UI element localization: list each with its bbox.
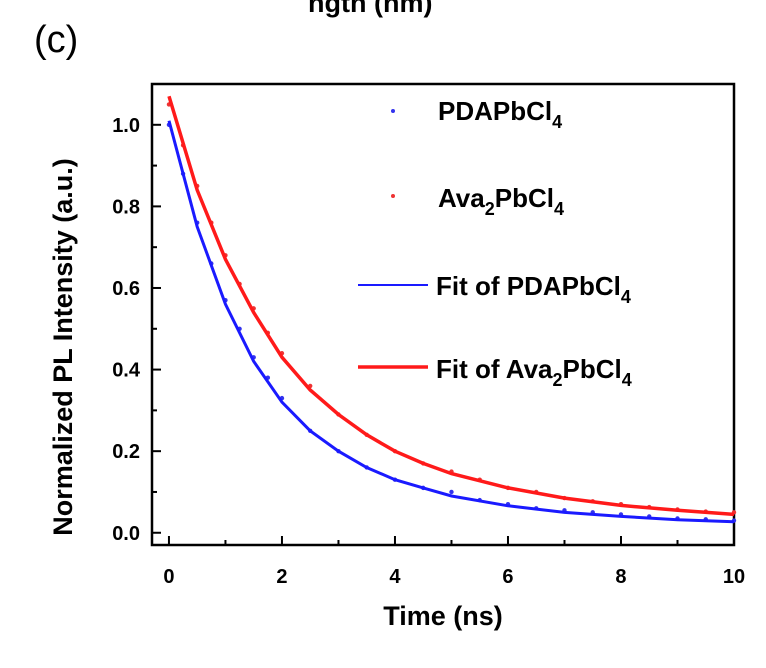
fit-layer (167, 95, 735, 524)
plot-area: 0 2 4 6 8 10 0.0 0.2 0.4 0.6 0.8 1.0 (112, 82, 745, 588)
x-tick-label: 10 (723, 566, 745, 588)
legend-label-ava2pbcl4-base: Ava (438, 183, 485, 213)
legend-label-pdapbcl4: PDAPbCl4 (438, 96, 562, 132)
x-tick-label: 6 (502, 566, 513, 588)
data-point (449, 489, 454, 495)
y-tick-label: 0.6 (112, 278, 140, 300)
legend-label-fit-ava2pbcl4-base: Fit of Ava (436, 354, 553, 384)
panel-label: (c) (34, 19, 78, 61)
x-axis-ticks: 0 2 4 6 8 10 (163, 536, 745, 588)
legend-label-fit-pdapbcl4-sub: 4 (621, 287, 631, 307)
legend-label-fit-ava2pbcl4-sub2: 4 (622, 370, 632, 390)
legend-label-fit-pdapbcl4: Fit of PDAPbCl4 (436, 271, 631, 307)
fit-line-1 (167, 95, 735, 517)
legend-label-fit-ava2pbcl4-sub1: 2 (553, 370, 563, 390)
legend-item-fit-ava2pbcl4: Fit of Ava2PbCl4 (358, 354, 632, 390)
x-tick-label: 0 (163, 566, 174, 588)
legend-label-fit-ava2pbcl4: Fit of Ava2PbCl4 (436, 354, 632, 390)
legend-marker-pdapbcl4 (391, 109, 395, 113)
x-tick-label: 2 (276, 566, 287, 588)
legend-label-fit-ava2pbcl4-mid: PbCl (563, 354, 622, 384)
y-tick-label: 0.4 (112, 360, 141, 382)
legend-label-pdapbcl4-base: PDAPbCl (438, 96, 552, 126)
y-tick-label: 1.0 (112, 115, 140, 137)
legend-label-ava2pbcl4-sub1: 2 (485, 199, 495, 219)
cropped-top-text: ngth (nm) (308, 0, 432, 18)
legend-label-ava2pbcl4: Ava2PbCl4 (438, 183, 564, 219)
y-tick-label: 0.2 (112, 441, 140, 463)
legend-label-pdapbcl4-sub: 4 (552, 112, 562, 132)
x-tick-label: 4 (389, 566, 401, 588)
legend-label-ava2pbcl4-mid: PbCl (495, 183, 554, 213)
y-axis-title: Normalized PL Intensity (a.u.) (48, 158, 78, 536)
y-tick-label: 0.8 (112, 196, 140, 218)
legend-marker-ava2pbcl4 (391, 194, 395, 198)
y-tick-label: 0.0 (112, 523, 140, 545)
fit-line-0 (167, 120, 735, 524)
legend: PDAPbCl4 Ava2PbCl4 Fit of PDAPbCl4 Fit o… (358, 96, 632, 390)
x-tick-label: 8 (615, 566, 626, 588)
x-axis-title: Time (ns) (383, 601, 503, 631)
legend-item-ava2pbcl4: Ava2PbCl4 (391, 183, 564, 219)
legend-item-fit-pdapbcl4: Fit of PDAPbCl4 (358, 271, 631, 307)
y-axis-ticks: 0.0 0.2 0.4 0.6 0.8 1.0 (112, 115, 161, 545)
legend-label-ava2pbcl4-sub2: 4 (554, 199, 564, 219)
legend-item-pdapbcl4: PDAPbCl4 (391, 96, 562, 132)
plot-frame (150, 82, 736, 547)
legend-label-fit-pdapbcl4-base: Fit of PDAPbCl (436, 271, 621, 301)
